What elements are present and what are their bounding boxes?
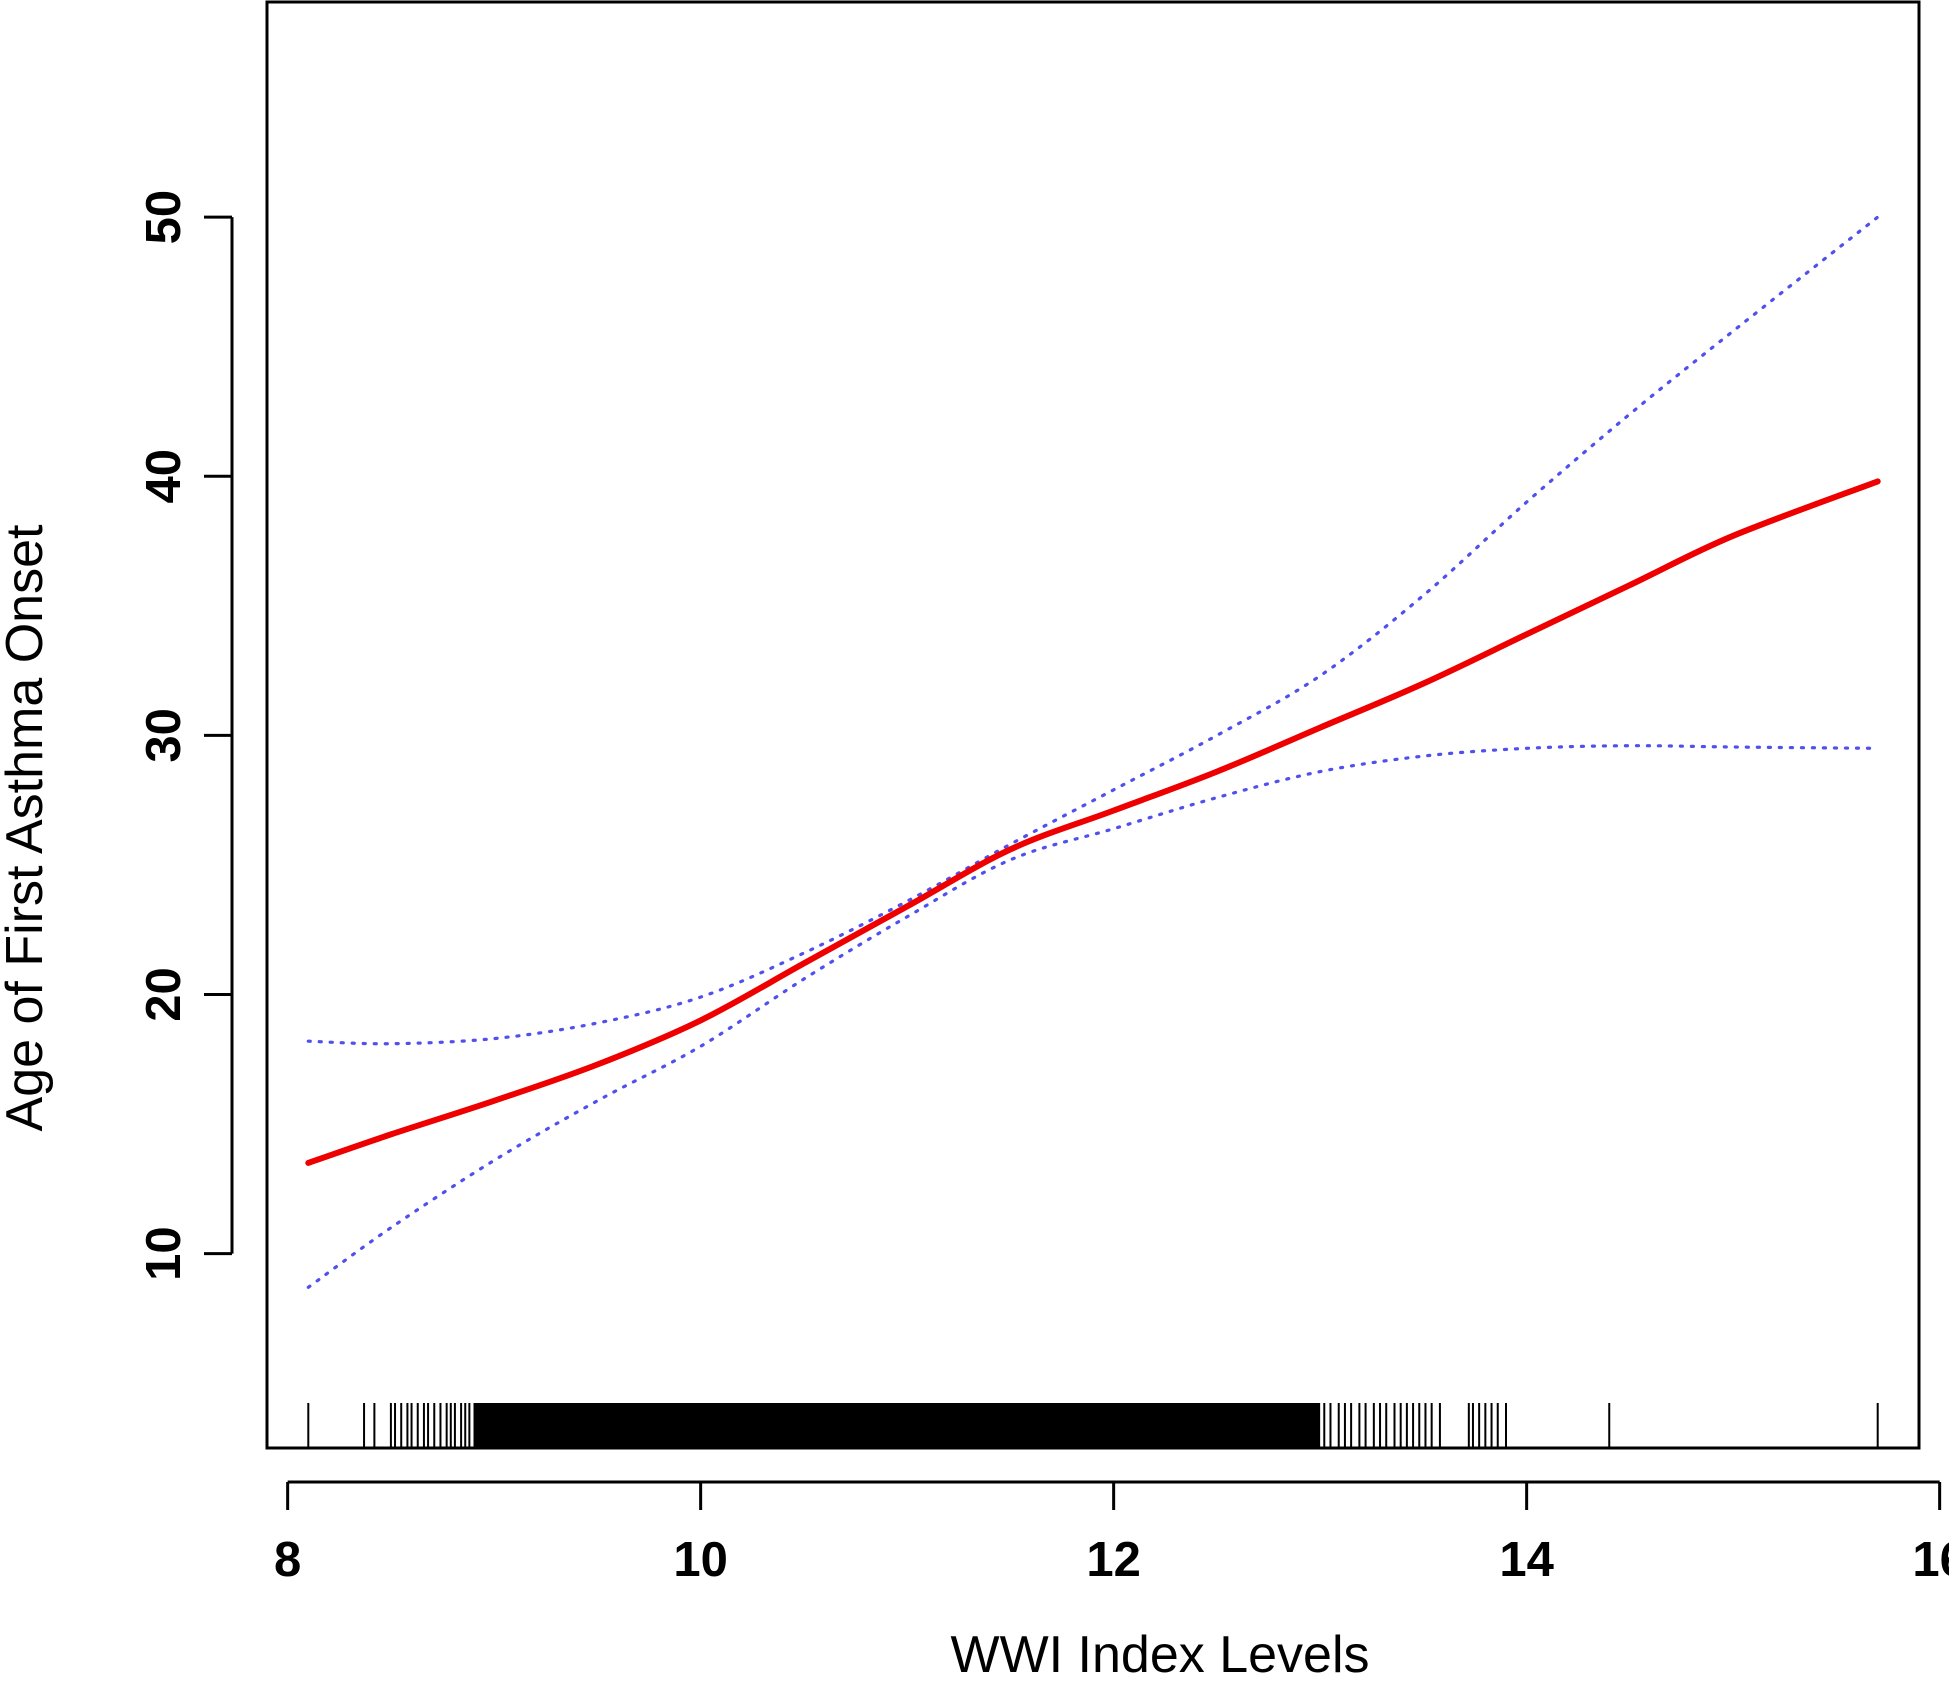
rug-dense-band xyxy=(473,1403,1321,1448)
x-axis: 8 10 12 14 16 xyxy=(274,1480,1949,1587)
y-tick-label: 50 xyxy=(137,190,191,245)
rug-ticks xyxy=(307,1403,1879,1448)
x-tick-label: 14 xyxy=(1499,1533,1554,1587)
x-axis-label: WWI Index Levels xyxy=(950,1626,1369,1684)
y-axis-label: Age of First Asthma Onset xyxy=(0,524,54,1131)
y-tick-label: 30 xyxy=(137,708,191,763)
y-axis: 10 20 30 40 50 xyxy=(137,190,234,1281)
x-tick-label: 10 xyxy=(673,1533,728,1587)
fit-line xyxy=(305,478,1881,1166)
series-group xyxy=(305,215,1881,1289)
x-tick-label: 12 xyxy=(1086,1533,1141,1587)
y-tick-label: 10 xyxy=(137,1226,191,1281)
ci-upper-line xyxy=(306,215,1880,1046)
ci-lower-line xyxy=(306,744,1880,1289)
x-tick-label: 16 xyxy=(1912,1533,1949,1587)
plot-frame xyxy=(265,0,1921,1450)
x-tick-label: 8 xyxy=(274,1533,301,1587)
y-tick-label: 40 xyxy=(137,449,191,504)
y-tick-label: 20 xyxy=(137,967,191,1022)
